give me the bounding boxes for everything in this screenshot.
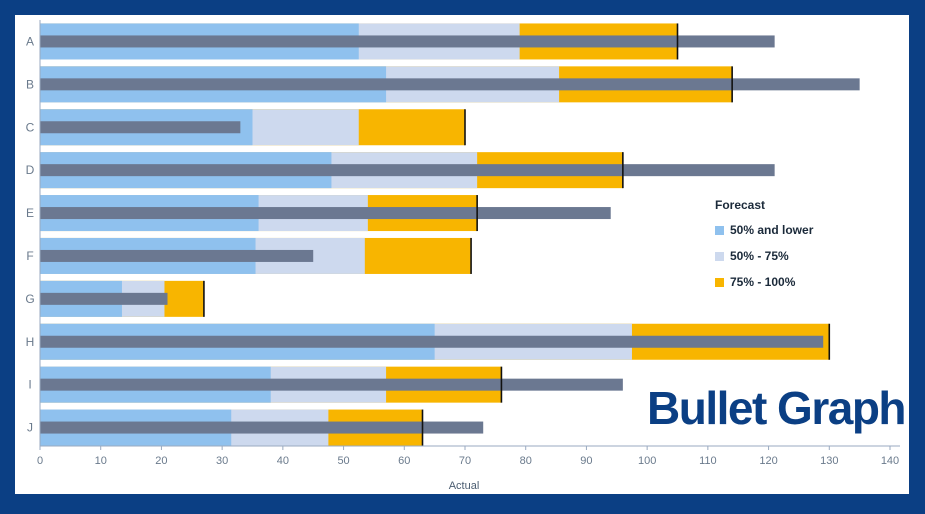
actual-bar-d [40,164,775,177]
legend-item-high: 75% - 100% [715,275,855,289]
target-markers [203,23,831,446]
x-tick-label-40: 40 [277,455,289,467]
category-label-b: B [26,77,34,91]
bullet-chart: 0 10 20 30 40 50 60 70 80 90 100 110 120 130 140 A B C D E… [25,20,900,492]
legend-swatch-low [715,225,724,235]
x-tick-label-70: 70 [459,455,471,467]
category-labels: A B C D E F G H I J [25,34,34,434]
category-label-e: E [26,206,34,220]
x-tick-label-0: 0 [37,455,43,467]
x-tick-label-90: 90 [580,455,592,467]
category-label-i: I [28,378,31,392]
category-label-c: C [26,120,35,134]
x-tick-label-110: 110 [699,455,717,467]
actual-bar-j [40,421,484,434]
legend-label-low: 50% and lower [730,223,814,237]
legend: Forecast 50% and lower 50% - 75% 75% - 1… [715,198,855,301]
category-label-j: J [27,421,33,435]
x-axis: 0 10 20 30 40 50 60 70 80 90 100 110 120 130 140 [37,20,900,467]
actual-bar-c [40,121,241,134]
actual-bar-g [40,292,168,305]
legend-label-mid: 50% - 75% [730,249,789,263]
legend-item-low: 50% and lower [715,223,855,237]
chart-frame: 0 10 20 30 40 50 60 70 80 90 100 110 120 130 140 A B C D E… [15,15,909,494]
x-tick-label-120: 120 [759,455,777,467]
actual-bar-h [40,335,824,348]
x-tick-label-60: 60 [398,455,410,467]
x-tick-label-130: 130 [820,455,838,467]
actual-bar-e [40,207,611,220]
category-label-g: G [25,292,34,306]
actual-bars [40,35,860,434]
actual-bar-a [40,35,775,48]
x-tick-label-80: 80 [520,455,532,467]
category-label-h: H [26,335,35,349]
x-tick-label-30: 30 [216,455,228,467]
x-axis-title: Actual [449,480,480,492]
x-tick-label-20: 20 [155,455,167,467]
actual-bar-i [40,378,623,391]
actual-bar-f [40,249,314,262]
category-label-f: F [26,249,33,263]
category-label-a: A [26,34,34,48]
legend-item-mid: 50% - 75% [715,249,855,263]
legend-swatch-high [715,277,724,287]
chart-title: Bullet Graph [647,382,907,434]
x-tick-label-100: 100 [638,455,656,467]
category-label-d: D [26,163,35,177]
legend-swatch-mid [715,251,724,261]
actual-bar-b [40,78,860,91]
x-tick-label-140: 140 [881,455,899,467]
x-tick-label-10: 10 [95,455,107,467]
legend-label-high: 75% - 100% [730,275,796,289]
x-tick-label-50: 50 [337,455,349,467]
legend-title: Forecast [715,198,766,212]
